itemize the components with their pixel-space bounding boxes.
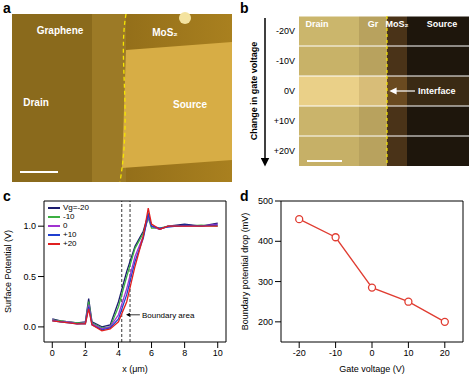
html-text:Vg=-20: Vg=-20 [63, 203, 89, 212]
svg-text:Boundary potential drop (mV): Boundary potential drop (mV) [240, 213, 250, 331]
svg-text:0V: 0V [284, 86, 295, 96]
svg-text:200: 200 [258, 317, 273, 327]
svg-text:4: 4 [116, 348, 121, 358]
svg-text:+10V: +10V [274, 116, 295, 126]
svg-text:Drain: Drain [23, 97, 49, 108]
html-text:+20: +20 [63, 239, 77, 248]
svg-text:-10: -10 [329, 348, 342, 358]
html-text:+10: +10 [63, 230, 77, 239]
svg-text:0: 0 [50, 348, 55, 358]
html-text:0: 0 [63, 221, 68, 230]
svg-text:1.0: 1.0 [23, 221, 36, 231]
svg-text:Source: Source [427, 19, 458, 29]
svg-text:Graphene: Graphene [37, 25, 84, 36]
svg-text:0.0: 0.0 [23, 322, 36, 332]
svg-text:300: 300 [258, 277, 273, 287]
svg-text:Change in gate voltage: Change in gate voltage [249, 42, 259, 141]
svg-text:Gr: Gr [368, 19, 379, 29]
svg-text:Boundary area: Boundary area [142, 311, 195, 320]
svg-text:10: 10 [403, 348, 413, 358]
svg-text:Gate voltage (V): Gate voltage (V) [339, 364, 405, 374]
html-text:c: c [3, 188, 11, 204]
svg-text:0.5: 0.5 [23, 272, 36, 282]
svg-text:Interface: Interface [418, 86, 456, 96]
html-text:b: b [240, 0, 249, 16]
svg-text:MoS₂: MoS₂ [152, 27, 178, 38]
svg-text:+20V: +20V [274, 146, 295, 156]
svg-text:-20V: -20V [276, 26, 295, 36]
svg-text:20: 20 [440, 348, 450, 358]
svg-text:400: 400 [258, 236, 273, 246]
svg-text:8: 8 [182, 348, 187, 358]
svg-text:MoS₂: MoS₂ [386, 19, 409, 29]
svg-text:Surface Potential (V): Surface Potential (V) [3, 230, 13, 313]
html-text:a: a [3, 0, 11, 16]
html-text:-10: -10 [63, 212, 75, 221]
html-text:d: d [240, 188, 249, 204]
svg-text:6: 6 [149, 348, 154, 358]
svg-text:500: 500 [258, 196, 273, 206]
svg-text:-20: -20 [293, 348, 306, 358]
svg-text:Drain: Drain [305, 19, 328, 29]
svg-text:2: 2 [83, 348, 88, 358]
svg-text:10: 10 [213, 348, 223, 358]
svg-text:Source: Source [173, 99, 207, 110]
svg-text:-10V: -10V [276, 56, 295, 66]
svg-text:x (μm): x (μm) [122, 364, 148, 374]
svg-text:0: 0 [369, 348, 374, 358]
